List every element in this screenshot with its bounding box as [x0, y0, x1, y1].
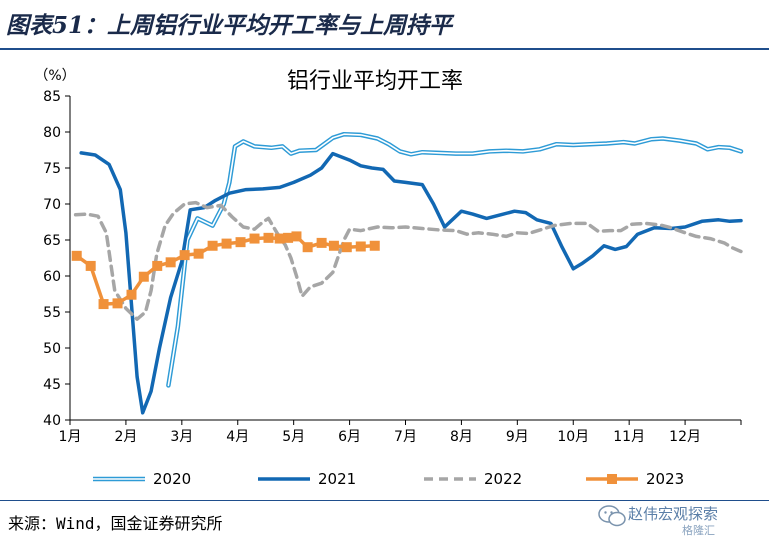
series-point-2023	[85, 260, 96, 271]
y-axis-unit: （%）	[34, 68, 75, 84]
y-tick-label: 55	[43, 305, 61, 321]
series-point-2023	[249, 233, 260, 244]
y-tick-label: 80	[43, 125, 61, 141]
series-line-2020-inner	[167, 133, 742, 387]
y-tick-label: 70	[43, 197, 61, 213]
series-point-2023	[165, 257, 176, 268]
series-point-2023	[263, 232, 274, 243]
series-point-2023	[235, 237, 246, 248]
x-tick-label: 9月	[506, 429, 529, 445]
series-point-2023	[328, 240, 339, 251]
x-tick-label: 7月	[394, 429, 417, 445]
series-point-2023	[302, 242, 313, 253]
y-tick-label: 50	[43, 341, 61, 357]
x-tick-label: 11月	[613, 429, 645, 445]
series-line-2021	[79, 151, 743, 415]
y-tick-label: 65	[43, 233, 61, 249]
series-point-2023	[291, 231, 302, 242]
y-tick-label: 40	[43, 413, 61, 429]
series-point-2023	[355, 241, 366, 252]
figure-title: 图表51：上周铝行业平均开工率与上周持平	[6, 12, 453, 39]
series-point-2023	[126, 289, 137, 300]
series-point-2023	[369, 240, 380, 251]
title-rule	[0, 48, 769, 50]
series-point-2023	[274, 233, 285, 244]
legend-marker-2023	[607, 474, 617, 484]
legend-label-2023: 2023	[646, 470, 684, 488]
y-tick-label: 45	[43, 377, 61, 393]
watermark-text: 赵伟宏观探索	[628, 505, 719, 523]
x-tick-label: 10月	[557, 429, 589, 445]
watermark: 赵伟宏观探索 格隆汇	[598, 503, 763, 541]
series-point-2023	[152, 260, 163, 271]
series-point-2023	[98, 299, 109, 310]
y-tick-label: 75	[43, 161, 61, 177]
series-layer	[71, 131, 744, 415]
legend-label-2022: 2022	[484, 470, 522, 488]
y-tick-label: 85	[43, 89, 61, 105]
series-point-2023	[193, 248, 204, 259]
x-tick-label: 1月	[59, 429, 82, 445]
series-line-2022	[73, 200, 743, 321]
watermark-subtext: 格隆汇	[682, 524, 715, 537]
x-tick-label: 2月	[114, 429, 137, 445]
chart-title: 铝行业平均开工率	[287, 69, 463, 94]
legend-label-2020: 2020	[153, 470, 191, 488]
y-tick-label: 60	[43, 269, 61, 285]
series-line-2020	[166, 131, 744, 388]
source-note: 来源：Wind，国金证券研究所	[8, 514, 223, 533]
series-point-2023	[71, 250, 82, 261]
series-point-2023	[283, 232, 294, 243]
x-tick-label: 3月	[170, 429, 193, 445]
series-point-2023	[221, 238, 232, 249]
x-tick-label: 5月	[282, 429, 305, 445]
series-point-2023	[112, 298, 123, 309]
x-tick-label: 4月	[226, 429, 249, 445]
axes: 40 45 50 55 60 65 70 75 80 85 1月 2月 3月 4月 5月 6月 7月 8月 9月 10…	[43, 89, 742, 445]
series-point-2023	[138, 271, 149, 282]
x-tick-label: 8月	[450, 429, 473, 445]
bottom-rule	[0, 500, 769, 501]
series-point-2023	[207, 240, 218, 251]
x-tick-label: 6月	[338, 429, 361, 445]
legend-label-2021: 2021	[318, 470, 356, 488]
series-point-2023	[341, 242, 352, 253]
x-tick-label: 12月	[669, 429, 701, 445]
series-point-2023	[316, 237, 327, 248]
series-point-2023	[179, 250, 190, 261]
legend: 2020 2021 2022 2023	[93, 470, 684, 488]
wechat-icon	[598, 505, 626, 527]
